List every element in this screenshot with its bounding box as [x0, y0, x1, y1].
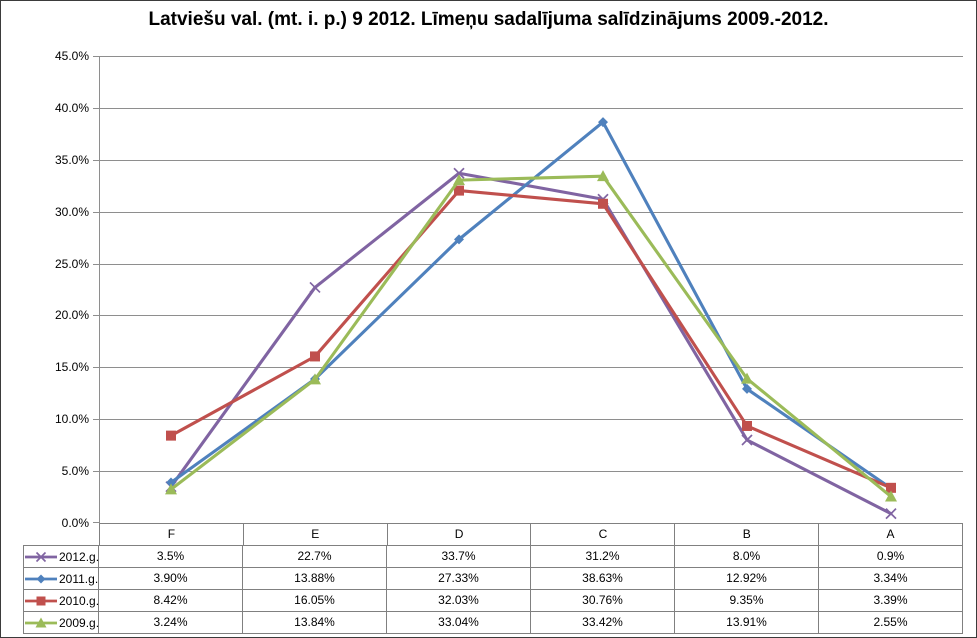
marker-triangle-icon	[453, 174, 465, 186]
series-line	[169, 189, 893, 490]
legend-diamond-icon	[25, 574, 57, 583]
marker-square-icon	[598, 198, 608, 209]
value-cell: 13.91%	[675, 612, 819, 634]
marker-square-icon	[166, 430, 176, 441]
marker-diamond-icon	[36, 574, 46, 583]
value-cell: 30.76%	[531, 590, 675, 612]
series-name-label: 2011.g.	[59, 571, 99, 586]
y-axis-labels: 0.0% 5.0% 10.0% 15.0% 20.0% 25.0% 30.0% 35.0% 40…	[1, 1, 93, 637]
marker-square-icon	[454, 185, 464, 196]
marker-triangle-icon	[165, 483, 177, 495]
table-row: 2009.g. 3.24% 13.84% 33.04% 33.42% 13.91% 2.55…	[23, 612, 963, 634]
data-table-body: 2012.g. 3.5% 22.7% 33.7% 31.2% 8.0% 0.9% 2011.g…	[23, 545, 963, 634]
value-cell: 2.55%	[819, 612, 963, 634]
series-2010g	[166, 185, 896, 493]
y-axis-tick-label: 10.0%	[54, 412, 89, 427]
y-axis-tick-label: 15.0%	[54, 360, 89, 375]
marker-triangle-icon	[309, 373, 321, 385]
legend-cell: 2010.g.	[23, 590, 99, 612]
marker-diamond-icon	[598, 117, 608, 128]
marker-diamond-icon	[454, 234, 464, 245]
series-name-label: 2012.g.	[59, 549, 99, 564]
value-cell: 32.03%	[387, 590, 531, 612]
value-cell: 31.2%	[531, 546, 675, 568]
y-axis-tick-label: 45.0%	[54, 49, 89, 63]
value-cell: 38.63%	[531, 568, 675, 590]
legend-cell: 2011.g.	[23, 568, 99, 590]
marker-x-icon	[309, 281, 321, 294]
value-cell: 8.42%	[99, 590, 243, 612]
plot-area	[93, 56, 963, 523]
value-cell: 16.05%	[243, 590, 387, 612]
marker-triangle-icon	[885, 490, 897, 502]
y-axis-tick-label: 40.0%	[54, 100, 89, 115]
value-cell: 8.0%	[675, 546, 819, 568]
category-header-cell: E	[244, 524, 388, 545]
chart-title: Latviešu val. (mt. i. p.) 9 2012. Līmeņu…	[148, 9, 829, 30]
series-name-label: 2010.g.	[59, 593, 99, 608]
marker-diamond-icon	[166, 477, 176, 488]
marker-square-icon	[886, 482, 896, 493]
value-cell: 3.39%	[819, 590, 963, 612]
series-name-label: 2009.g.	[59, 615, 99, 630]
series-2012g	[165, 167, 897, 520]
category-header-cell: B	[675, 524, 820, 545]
legend-square-icon	[25, 596, 57, 605]
y-axis-tick-label: 30.0%	[54, 204, 89, 219]
y-axis-tick-label: 5.0%	[61, 464, 89, 479]
value-cell: 0.9%	[819, 546, 963, 568]
y-axis-tick-label: 0.0%	[61, 516, 89, 530]
marker-triangle-icon	[597, 170, 609, 182]
marker-square-icon	[742, 420, 752, 431]
marker-square-icon	[36, 596, 46, 605]
y-axis-tick-label: 35.0%	[54, 152, 89, 167]
value-cell: 33.04%	[387, 612, 531, 634]
value-cell: 13.84%	[243, 612, 387, 634]
value-cell: 9.35%	[675, 590, 819, 612]
series-2009g	[165, 170, 897, 502]
category-header-cell: A	[886, 527, 895, 541]
marker-x-icon	[741, 434, 753, 446]
category-header-cell: D	[388, 524, 532, 545]
marker-x-icon	[35, 551, 47, 562]
value-cell: 3.24%	[99, 612, 243, 634]
legend-x-icon	[25, 551, 57, 562]
table-row: 2010.g. 8.42% 16.05% 32.03% 30.76% 9.35% 3.39%	[23, 590, 963, 612]
table-row: 2012.g. 3.5% 22.7% 33.7% 31.2% 8.0% 0.9%	[23, 545, 963, 568]
marker-x-icon	[453, 167, 465, 179]
value-cell: 22.7%	[243, 546, 387, 568]
y-axis-tick-label: 20.0%	[54, 308, 89, 323]
marker-diamond-icon	[742, 383, 752, 394]
legend-triangle-icon	[25, 617, 57, 627]
value-cell: 33.42%	[531, 612, 675, 634]
series-line	[169, 171, 893, 516]
value-cell: 12.92%	[675, 568, 819, 590]
series-line	[169, 174, 893, 499]
legend-cell: 2012.g.	[23, 545, 99, 568]
value-cell: 3.34%	[819, 568, 963, 590]
marker-triangle-icon	[741, 372, 753, 384]
category-header-cell: C	[531, 524, 676, 545]
marker-triangle-icon	[35, 617, 47, 627]
series-2011g	[166, 117, 896, 494]
marker-square-icon	[310, 351, 320, 362]
category-header-cell: F	[100, 524, 244, 545]
table-row: 2011.g. 3.90% 13.88% 27.33% 38.63% 12.92% 3.34…	[23, 568, 963, 590]
value-cell: 3.90%	[99, 568, 243, 590]
y-axis-tick-label: 25.0%	[54, 256, 89, 271]
marker-x-icon	[885, 508, 897, 520]
legend-cell: 2009.g.	[23, 612, 99, 634]
value-cell: 3.5%	[99, 546, 243, 568]
value-cell: 33.7%	[387, 546, 531, 568]
value-cell: 13.88%	[243, 568, 387, 590]
value-cell: 27.33%	[387, 568, 531, 590]
